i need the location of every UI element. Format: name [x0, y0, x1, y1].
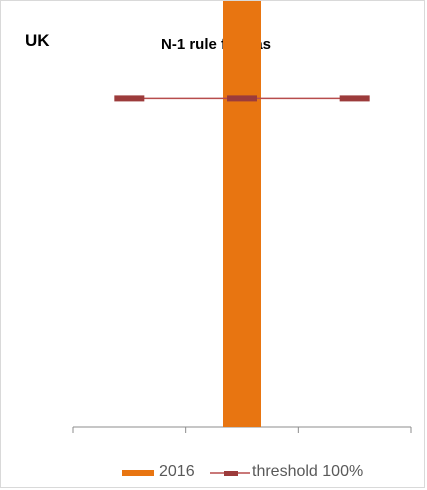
legend-threshold-marker	[224, 471, 238, 476]
bar-2016	[223, 1, 261, 428]
threshold-marker	[227, 95, 257, 102]
legend-bar-swatch	[122, 470, 154, 476]
threshold-marker	[114, 95, 145, 102]
legend-label-2016: 2016	[159, 463, 195, 480]
threshold-marker	[339, 95, 370, 102]
country-label: UK	[25, 31, 50, 50]
chart-legend: 2016 threshold 100%	[1, 456, 427, 486]
legend-label-threshold: threshold 100%	[252, 463, 364, 480]
